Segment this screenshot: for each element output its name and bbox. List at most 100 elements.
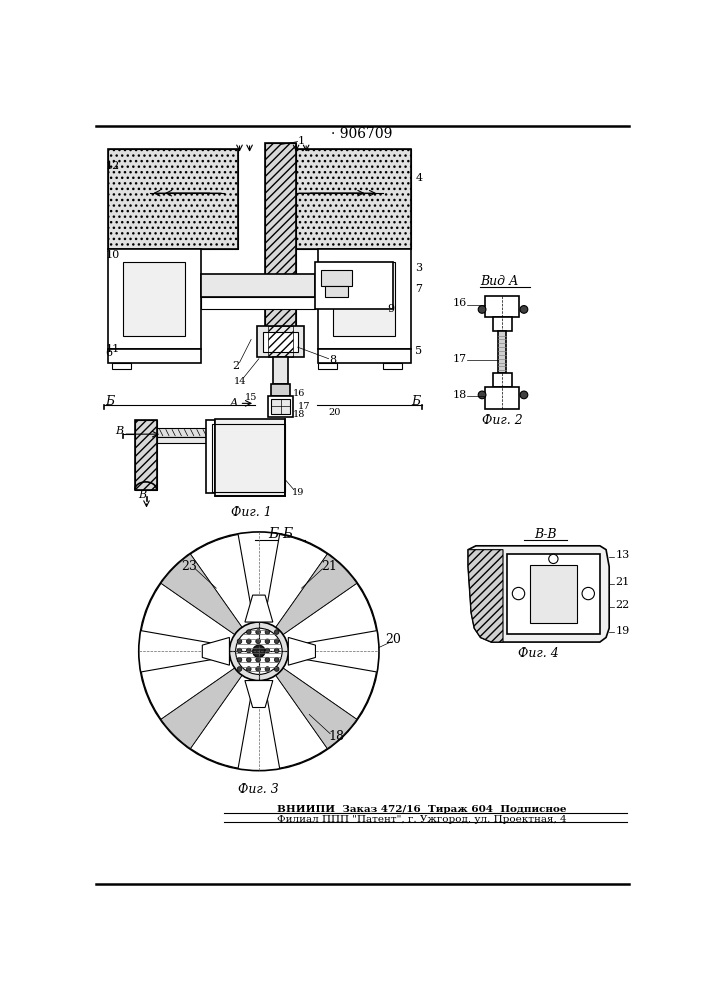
Text: Филиал ППП "Патент", г. Ужгород, ул. Проектная, 4: Филиал ППП "Патент", г. Ужгород, ул. Про… bbox=[277, 815, 566, 824]
Bar bbox=[212, 424, 285, 492]
Wedge shape bbox=[141, 651, 259, 768]
Text: Б: Б bbox=[105, 395, 115, 408]
Circle shape bbox=[478, 391, 486, 399]
Text: 10: 10 bbox=[105, 250, 119, 260]
Circle shape bbox=[256, 630, 260, 634]
Text: 15: 15 bbox=[245, 393, 257, 402]
Circle shape bbox=[478, 306, 486, 313]
Polygon shape bbox=[276, 668, 356, 748]
Circle shape bbox=[256, 657, 260, 662]
Bar bbox=[107, 349, 201, 363]
Text: 17: 17 bbox=[298, 402, 310, 411]
Circle shape bbox=[520, 391, 528, 399]
Circle shape bbox=[582, 587, 595, 600]
Text: Вид А: Вид А bbox=[480, 275, 518, 288]
Bar bbox=[321, 270, 352, 286]
Polygon shape bbox=[161, 668, 242, 748]
Text: 4: 4 bbox=[416, 173, 423, 183]
Circle shape bbox=[265, 667, 270, 671]
Circle shape bbox=[274, 648, 279, 653]
Polygon shape bbox=[202, 637, 230, 665]
Text: 1: 1 bbox=[297, 136, 304, 146]
Circle shape bbox=[247, 648, 251, 653]
Text: 19: 19 bbox=[615, 626, 630, 636]
Text: В: В bbox=[139, 490, 146, 500]
Text: 11: 11 bbox=[105, 344, 119, 354]
Circle shape bbox=[256, 648, 260, 653]
Text: 8: 8 bbox=[329, 355, 336, 365]
Bar bbox=[268, 396, 293, 417]
Circle shape bbox=[265, 630, 270, 634]
Text: 2: 2 bbox=[232, 361, 239, 371]
Circle shape bbox=[513, 587, 525, 600]
Bar bbox=[156, 428, 207, 437]
Text: 20: 20 bbox=[329, 408, 341, 417]
Polygon shape bbox=[468, 546, 609, 642]
Wedge shape bbox=[259, 535, 376, 651]
Bar bbox=[123, 262, 185, 336]
Text: 20: 20 bbox=[385, 633, 401, 646]
Circle shape bbox=[256, 639, 260, 644]
Text: А: А bbox=[230, 398, 238, 408]
Circle shape bbox=[256, 667, 260, 671]
Text: 23: 23 bbox=[181, 560, 197, 573]
Bar bbox=[485, 387, 519, 409]
Text: 19: 19 bbox=[291, 488, 304, 497]
Wedge shape bbox=[141, 535, 259, 651]
Bar bbox=[263, 332, 298, 352]
Circle shape bbox=[247, 667, 251, 671]
Text: Фиг. 3: Фиг. 3 bbox=[238, 783, 279, 796]
Text: Фиг. 2: Фиг. 2 bbox=[482, 414, 522, 427]
Text: 14: 14 bbox=[234, 377, 247, 386]
Bar bbox=[156, 437, 207, 443]
Text: 12: 12 bbox=[105, 161, 119, 171]
Bar bbox=[317, 349, 411, 363]
Text: 13: 13 bbox=[615, 550, 630, 560]
Bar bbox=[268, 326, 293, 357]
Bar bbox=[530, 565, 577, 623]
Bar bbox=[485, 296, 519, 317]
Text: 9: 9 bbox=[387, 304, 395, 314]
Bar bbox=[273, 357, 288, 384]
Bar bbox=[201, 297, 315, 309]
Bar bbox=[281, 149, 411, 249]
Circle shape bbox=[549, 554, 558, 564]
Circle shape bbox=[265, 639, 270, 644]
Polygon shape bbox=[161, 554, 242, 635]
Text: Б: Б bbox=[411, 395, 420, 408]
Bar bbox=[201, 274, 315, 297]
Circle shape bbox=[265, 648, 270, 653]
Text: 5: 5 bbox=[416, 346, 423, 356]
Bar bbox=[271, 384, 290, 396]
Bar bbox=[317, 363, 337, 369]
Bar bbox=[265, 143, 296, 328]
Text: 6: 6 bbox=[105, 348, 112, 358]
Text: 18: 18 bbox=[452, 390, 467, 400]
Text: 22: 22 bbox=[615, 600, 630, 610]
Bar bbox=[493, 317, 512, 331]
Bar bbox=[107, 149, 238, 249]
Text: · 906709: · 906709 bbox=[332, 127, 392, 141]
Polygon shape bbox=[276, 554, 356, 635]
Text: В-В: В-В bbox=[534, 528, 557, 541]
Circle shape bbox=[247, 630, 251, 634]
Text: В: В bbox=[115, 426, 124, 436]
Polygon shape bbox=[468, 550, 503, 642]
Bar bbox=[325, 286, 348, 297]
Bar bbox=[281, 149, 411, 249]
Bar bbox=[333, 262, 395, 336]
Bar bbox=[317, 249, 411, 349]
Bar bbox=[206, 420, 216, 493]
Circle shape bbox=[237, 657, 242, 662]
Wedge shape bbox=[259, 651, 376, 768]
Text: Фиг. 1: Фиг. 1 bbox=[230, 506, 271, 519]
Bar bbox=[493, 373, 512, 387]
Text: 7: 7 bbox=[416, 284, 422, 294]
Circle shape bbox=[247, 657, 251, 662]
Bar bbox=[112, 363, 131, 369]
Polygon shape bbox=[245, 681, 273, 708]
Circle shape bbox=[265, 657, 270, 662]
Circle shape bbox=[520, 306, 528, 313]
Bar bbox=[257, 326, 304, 357]
Text: 21: 21 bbox=[321, 560, 337, 573]
